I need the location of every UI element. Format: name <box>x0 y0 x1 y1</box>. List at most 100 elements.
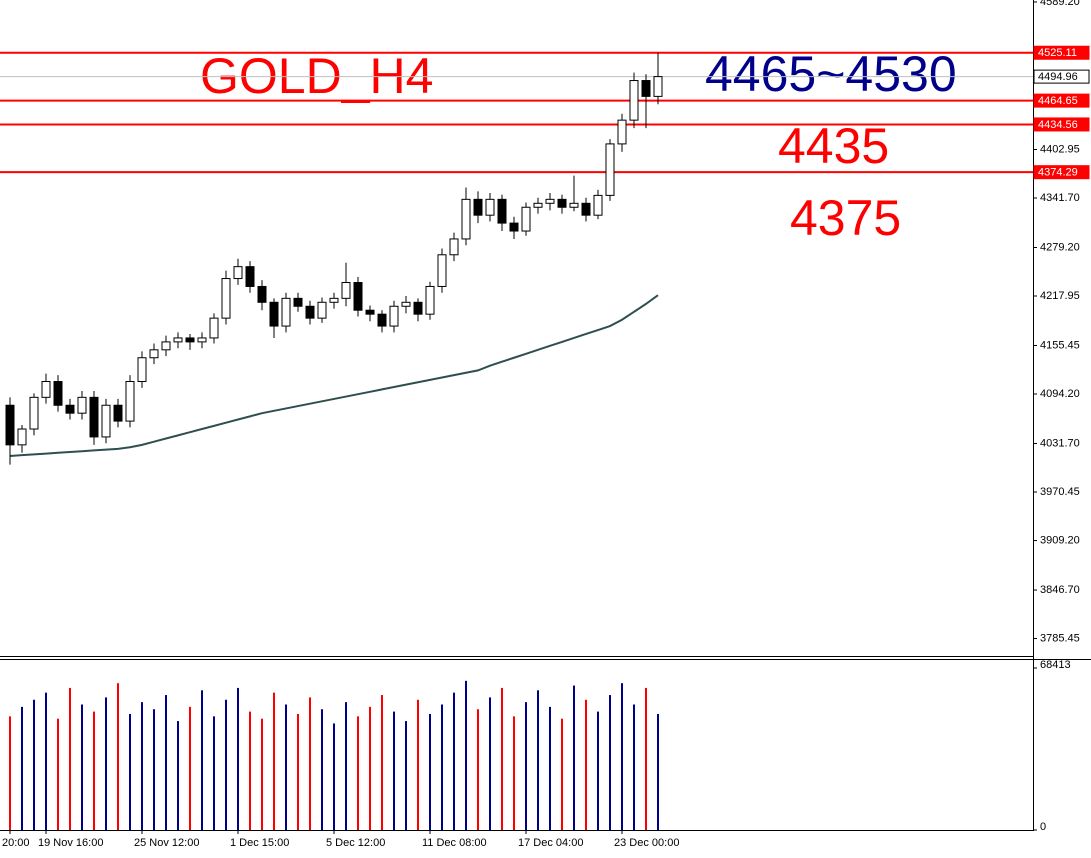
candle-body <box>473 198 483 216</box>
level-label-box <box>1033 93 1090 108</box>
volume-bar <box>105 697 107 830</box>
candle-body <box>449 238 459 256</box>
volume-bar <box>309 697 311 830</box>
y-tick-label: 4031.70 <box>1040 437 1080 449</box>
volume-bar <box>57 718 59 830</box>
level-label: 4525.11 <box>1038 47 1077 59</box>
volume-bar <box>297 713 299 830</box>
volume-bar <box>525 702 527 830</box>
candle-body <box>77 396 87 414</box>
volume-bar <box>345 702 347 830</box>
y-tick-label: 4279.20 <box>1040 241 1080 253</box>
volume-bar <box>573 685 575 830</box>
volume-bar <box>537 690 539 830</box>
volume-bar <box>441 704 443 830</box>
candle-body <box>245 266 255 287</box>
candle-body <box>305 305 315 319</box>
volume-bar <box>81 704 83 830</box>
volume-bar <box>177 721 179 830</box>
candle-body <box>161 341 171 351</box>
volume-bar <box>117 683 119 830</box>
volume-bar <box>129 713 131 830</box>
volume-bar <box>285 704 287 830</box>
candle-body <box>257 285 267 303</box>
candle-body <box>353 282 363 311</box>
volume-bar <box>9 716 11 830</box>
candle-body <box>485 198 495 216</box>
y-tick-label: 3785.45 <box>1040 632 1080 644</box>
candle-body <box>281 297 291 327</box>
y-tick-label: 68413 <box>1040 659 1071 671</box>
x-tick-label: 19 Nov 16:00 <box>38 837 103 849</box>
level-label-box <box>1033 45 1090 60</box>
volume-bar <box>417 699 419 830</box>
x-tick-label: 25 Nov 12:00 <box>134 837 199 849</box>
candle-body <box>29 396 39 430</box>
candle-body <box>605 143 615 196</box>
candle-body <box>149 349 159 359</box>
volume-bar <box>477 709 479 830</box>
volume-bar <box>465 680 467 830</box>
volume-bar <box>45 692 47 830</box>
volume-bar <box>93 711 95 830</box>
volume-bar <box>21 706 23 830</box>
candle-body <box>509 222 519 232</box>
candle-body <box>185 337 195 343</box>
volume-bar <box>381 695 383 830</box>
candle-body <box>17 428 27 446</box>
candle-body <box>593 194 603 216</box>
candle-body <box>341 282 351 299</box>
volume-bar <box>33 699 35 830</box>
volume-bar <box>69 687 71 830</box>
x-tick-label: 5 Dec 12:00 <box>326 837 385 849</box>
candle-body <box>101 404 111 438</box>
candle-body <box>197 337 207 343</box>
candle-body <box>5 404 15 446</box>
candle-body <box>113 404 123 422</box>
candle-body <box>425 285 435 315</box>
level-label: 4434.56 <box>1038 119 1078 131</box>
candle-body <box>389 305 399 327</box>
volume-bar <box>513 716 515 830</box>
volume-bar <box>645 687 647 830</box>
candle-body <box>233 266 243 280</box>
level-label: 4374.29 <box>1038 167 1078 179</box>
volume-bar <box>237 687 239 830</box>
candle-body <box>629 80 639 121</box>
volume-bar <box>453 692 455 830</box>
volume-bar <box>369 706 371 830</box>
candle-body <box>89 396 99 438</box>
candle-body <box>65 404 75 414</box>
volume-bar <box>597 711 599 830</box>
y-tick-label: 3909.20 <box>1040 534 1080 546</box>
volume-bar <box>249 711 251 830</box>
level-label: 4464.65 <box>1038 95 1078 107</box>
candle-body <box>377 313 387 327</box>
candle-body <box>533 202 543 208</box>
candle-body <box>545 198 555 204</box>
volume-bar <box>501 687 503 830</box>
annotation: 4435 <box>778 118 889 174</box>
level-label-box <box>1033 165 1090 180</box>
candle-body <box>413 301 423 315</box>
moving-average <box>9 294 659 457</box>
y-tick-label: 4402.95 <box>1040 143 1080 155</box>
y-tick-label: 3970.45 <box>1040 486 1080 498</box>
y-tick-label: 4155.45 <box>1040 339 1080 351</box>
volume-bar <box>153 709 155 830</box>
volume-bar <box>393 711 395 830</box>
candle-body <box>293 297 303 307</box>
x-tick-label: 20:00 <box>2 837 30 849</box>
annotation: 4375 <box>790 190 901 246</box>
candle-body <box>317 301 327 319</box>
candle-body <box>557 198 567 208</box>
x-tick-label: 17 Dec 04:00 <box>518 837 583 849</box>
volume-bar <box>585 699 587 830</box>
level-label: 4494.96 <box>1038 71 1078 83</box>
volume-bar <box>609 695 611 830</box>
volume-bar <box>657 713 659 830</box>
volume-bar <box>633 704 635 830</box>
candle-body <box>653 76 663 97</box>
volume-bar <box>561 718 563 830</box>
